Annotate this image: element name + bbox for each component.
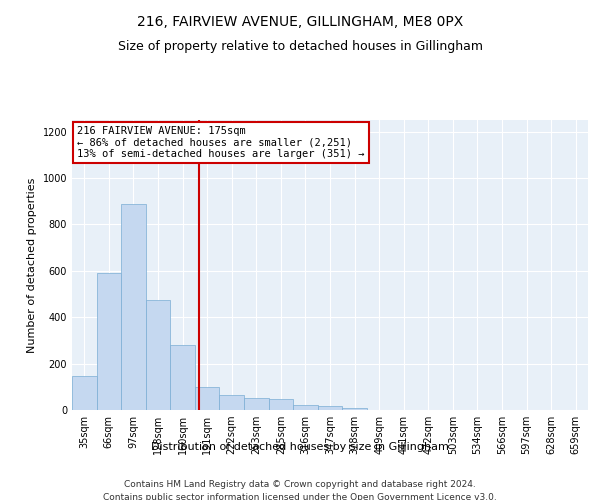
Bar <box>72 376 97 410</box>
Bar <box>293 405 318 410</box>
Bar <box>269 399 293 410</box>
Bar <box>342 408 367 410</box>
Bar <box>146 300 170 410</box>
Bar <box>318 406 342 410</box>
Text: Contains HM Land Registry data © Crown copyright and database right 2024.: Contains HM Land Registry data © Crown c… <box>124 480 476 489</box>
Y-axis label: Number of detached properties: Number of detached properties <box>27 178 37 352</box>
Bar <box>170 345 195 410</box>
Text: Distribution of detached houses by size in Gillingham: Distribution of detached houses by size … <box>151 442 449 452</box>
Text: 216, FAIRVIEW AVENUE, GILLINGHAM, ME8 0PX: 216, FAIRVIEW AVENUE, GILLINGHAM, ME8 0P… <box>137 15 463 29</box>
Text: Size of property relative to detached houses in Gillingham: Size of property relative to detached ho… <box>118 40 482 53</box>
Bar <box>121 204 146 410</box>
Bar <box>195 387 220 410</box>
Bar <box>244 398 269 410</box>
Text: Contains public sector information licensed under the Open Government Licence v3: Contains public sector information licen… <box>103 492 497 500</box>
Bar <box>97 273 121 410</box>
Bar <box>220 395 244 410</box>
Text: 216 FAIRVIEW AVENUE: 175sqm
← 86% of detached houses are smaller (2,251)
13% of : 216 FAIRVIEW AVENUE: 175sqm ← 86% of det… <box>77 126 365 159</box>
